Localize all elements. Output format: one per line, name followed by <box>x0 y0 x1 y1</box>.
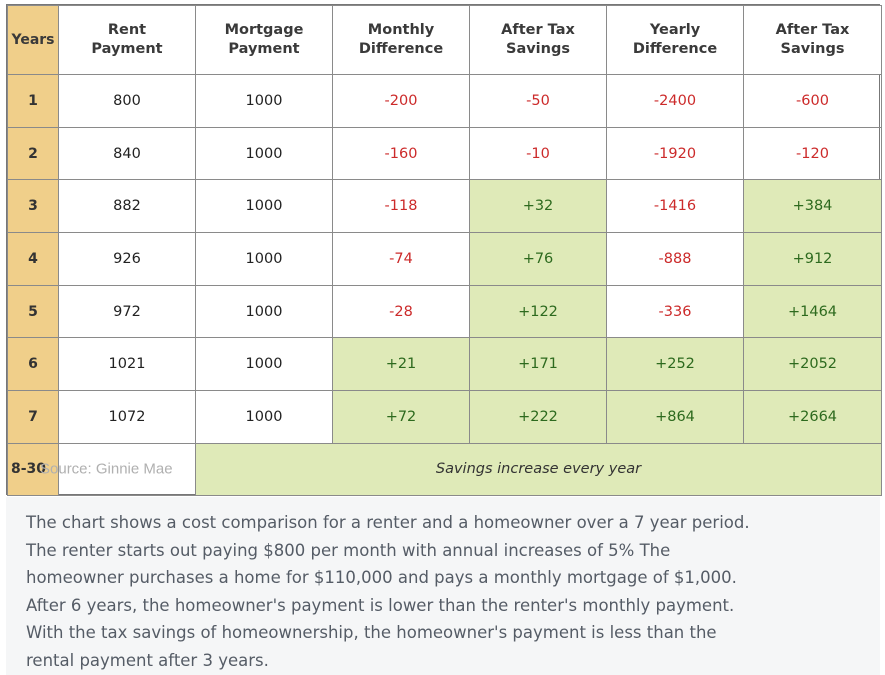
year-cell: 1 <box>7 74 59 128</box>
header-monthly-line2: Difference <box>358 41 444 57</box>
table-row: 4 926 1000 -74 +76 -888 +912 <box>7 232 882 286</box>
caption-line: The renter starts out paying $800 per mo… <box>26 540 671 560</box>
rent-payment-cell: 840 <box>58 126 196 181</box>
monthly-difference-cell: -200 <box>332 74 470 128</box>
mortgage-payment-cell: 1000 <box>195 74 333 128</box>
rent-vs-mortgage-table: Years Rent Payment Mortgage Payment Monthl… <box>7 5 882 497</box>
year-cell: 8-30 Source: Ginnie Mae <box>7 442 173 497</box>
table-row: 1 800 1000 -200 -50 -2400 -600 <box>7 74 882 128</box>
year-cell: 7 <box>7 390 59 444</box>
header-mortgage-payment: Mortgage Payment <box>195 5 333 75</box>
after-tax-savings-yearly-cell: -120 <box>743 126 882 181</box>
year-range-label: 8-30 <box>11 461 47 478</box>
header-yearly-line1: Yearly <box>649 22 701 38</box>
year-cell: 5 <box>7 284 59 339</box>
table-row: 5 972 1000 -28 +122 -336 +1464 <box>7 284 882 339</box>
yearly-difference-cell: -2400 <box>606 74 744 128</box>
yearly-difference-cell: +252 <box>606 337 744 392</box>
header-ats1-line2: Savings <box>506 41 570 57</box>
savings-note: Savings increase every year <box>195 442 882 497</box>
yearly-difference-cell: -1416 <box>606 179 744 234</box>
yearly-difference-cell: -336 <box>606 284 744 339</box>
mortgage-payment-cell: 1000 <box>195 337 333 392</box>
header-ats2-line2: Savings <box>780 41 845 57</box>
header-monthly-line1: Monthly <box>367 22 435 38</box>
header-yearly-difference: Yearly Difference <box>606 5 744 75</box>
header-monthly-difference: Monthly Difference <box>332 5 470 75</box>
monthly-difference-cell: -160 <box>332 126 470 181</box>
after-tax-savings-cell: +32 <box>469 179 607 234</box>
yearly-difference-cell: -1920 <box>606 126 744 181</box>
mortgage-payment-cell: 1000 <box>195 179 333 234</box>
table-row: 2 840 1000 -160 -10 -1920 -120 <box>7 126 882 181</box>
header-mortgage-line2: Payment <box>228 41 300 57</box>
monthly-difference-cell: -74 <box>332 232 470 286</box>
monthly-difference-cell: -28 <box>332 284 470 339</box>
table-body: 1 800 1000 -200 -50 -2400 -600 2 840 1000 -160 -10-… <box>7 74 882 497</box>
yearly-difference-cell: -888 <box>606 232 744 286</box>
source-credit: Source: Ginnie Mae <box>40 460 173 478</box>
header-mortgage-line1: Mortgage <box>224 22 304 38</box>
rent-payment-cell: 882 <box>58 179 196 234</box>
table-row: 6 1021 1000 +21 +171 +252 +2052 <box>7 337 882 392</box>
rent-payment-cell: 926 <box>58 232 196 286</box>
empty-cell <box>58 442 196 497</box>
rent-payment-cell: 1072 <box>58 390 196 444</box>
mortgage-payment-cell: 1000 <box>195 390 333 444</box>
year-cell: 6 <box>7 337 59 392</box>
monthly-difference-cell: +21 <box>332 337 470 392</box>
after-tax-savings-cell: -50 <box>469 74 607 128</box>
after-tax-savings-cell: +171 <box>469 337 607 392</box>
caption-line: After 6 years, the homeowner's payment i… <box>26 595 735 615</box>
table-row: 7 1072 1000 +72 +222 +864 +2664 <box>7 390 882 444</box>
after-tax-savings-yearly-cell: -600 <box>743 74 882 128</box>
after-tax-savings-yearly-cell: +912 <box>743 232 882 286</box>
yearly-difference-cell: +864 <box>606 390 744 444</box>
header-after-tax-savings-monthly: After Tax Savings <box>469 5 607 75</box>
monthly-difference-cell: +72 <box>332 390 470 444</box>
chart-caption: The chart shows a cost comparison for a … <box>6 497 880 675</box>
rent-payment-cell: 800 <box>58 74 196 128</box>
table-row-final: 8-30 Source: Ginnie Mae Savings increase … <box>7 442 882 497</box>
year-cell: 4 <box>7 232 59 286</box>
rent-payment-cell: 1021 <box>58 337 196 392</box>
header-years: Years <box>7 5 59 75</box>
table-row: 3 882 1000 -118 +32 -1416 +384 <box>7 179 882 234</box>
header-row: Years Rent Payment Mortgage Payment Monthl… <box>7 5 882 75</box>
after-tax-savings-cell: +76 <box>469 232 607 286</box>
after-tax-savings-yearly-cell: +2052 <box>743 337 882 392</box>
after-tax-savings-cell: +122 <box>469 284 607 339</box>
mortgage-payment-cell: 1000 <box>195 126 333 181</box>
rent-payment-cell: 972 <box>58 284 196 339</box>
header-rent-line1: Rent <box>107 22 147 38</box>
after-tax-savings-yearly-cell: +384 <box>743 179 882 234</box>
mortgage-payment-cell: 1000 <box>195 284 333 339</box>
header-rent-payment: Rent Payment <box>58 5 196 75</box>
header-years-label: Years <box>11 31 55 48</box>
header-ats2-line1: After Tax <box>775 22 850 38</box>
monthly-difference-cell: -118 <box>332 179 470 234</box>
year-cell: 3 <box>7 179 59 234</box>
year-cell: 2 <box>7 126 59 181</box>
rent-vs-mortgage-table-container: Years Rent Payment Mortgage Payment Monthl… <box>6 4 882 497</box>
header-ats1-line1: After Tax <box>501 22 575 38</box>
caption-line: With the tax savings of homeownership, t… <box>26 623 717 642</box>
caption-line: The chart shows a cost comparison for a … <box>26 513 750 532</box>
after-tax-savings-cell: -10 <box>469 126 607 181</box>
caption-line: rental payment after 3 years. <box>26 650 269 670</box>
mortgage-payment-cell: 1000 <box>195 232 333 286</box>
after-tax-savings-yearly-cell: +1464 <box>743 284 882 339</box>
header-yearly-line2: Difference <box>632 41 718 57</box>
header-rent-line2: Payment <box>91 41 163 57</box>
caption-line: homeowner purchases a home for $110,000 … <box>26 568 737 587</box>
after-tax-savings-yearly-cell: +2664 <box>743 390 882 444</box>
after-tax-savings-cell: +222 <box>469 390 607 444</box>
header-after-tax-savings-yearly: After Tax Savings <box>743 5 882 75</box>
